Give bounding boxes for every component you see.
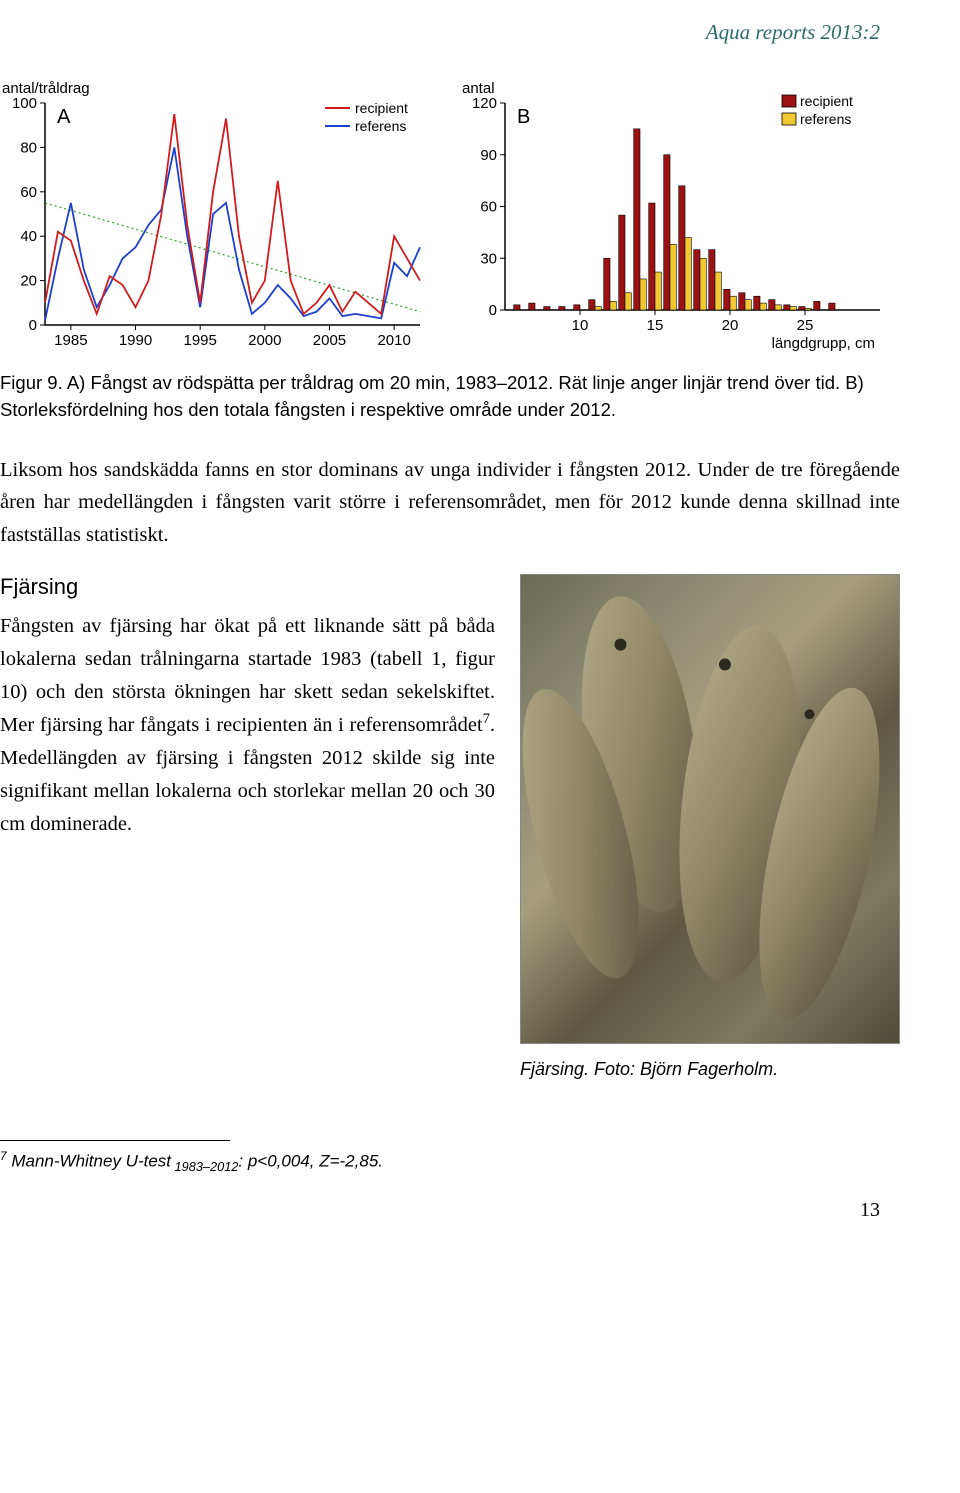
svg-text:längdgrupp, cm: längdgrupp, cm xyxy=(772,335,875,352)
svg-text:60: 60 xyxy=(20,184,37,201)
svg-text:referens: referens xyxy=(800,111,851,127)
svg-text:0: 0 xyxy=(29,317,37,334)
section-body-1: Fångsten av fjärsing har ökat på ett lik… xyxy=(0,615,495,736)
report-header: Aqua reports 2013:2 xyxy=(0,20,900,45)
footnote-rest: : p<0,004, Z=-2,85. xyxy=(238,1152,383,1171)
footnote-sub: 1983–2012 xyxy=(171,1159,238,1174)
chart-a: 0 20 40 60 80 100 1985 1990 1995 2000 2005 2010 anta… xyxy=(0,75,440,355)
svg-text:40: 40 xyxy=(20,228,37,245)
svg-text:10: 10 xyxy=(572,317,589,334)
svg-text:20: 20 xyxy=(722,317,739,334)
fish-photo xyxy=(520,574,900,1044)
page-number: 13 xyxy=(0,1199,900,1222)
svg-text:90: 90 xyxy=(480,147,497,164)
svg-text:100: 100 xyxy=(12,95,37,112)
svg-text:15: 15 xyxy=(647,317,664,334)
fish-shapes-svg xyxy=(521,575,899,1043)
footnote-num: 7 xyxy=(0,1149,7,1163)
chart-b: 0 30 60 90 120 10 15 20 25 antal längdgrupp, cm Bre… xyxy=(460,75,900,355)
caption-text: A) Fångst av rödspätta per tråldrag om 2… xyxy=(0,372,864,420)
svg-text:1990: 1990 xyxy=(119,332,152,349)
svg-text:2005: 2005 xyxy=(313,332,346,349)
svg-text:25: 25 xyxy=(797,317,814,334)
svg-text:B: B xyxy=(517,106,530,128)
svg-text:120: 120 xyxy=(472,95,497,112)
footnote-label: Mann-Whitney U-test xyxy=(7,1152,171,1171)
svg-text:20: 20 xyxy=(20,273,37,290)
section-heading: Fjärsing xyxy=(0,574,495,600)
paragraph-1: Liksom hos sandskädda fanns en stor domi… xyxy=(0,454,900,552)
charts-row: 020406080100198519901995200020052010anta… xyxy=(0,75,900,355)
chart-b-svg: 0 30 60 90 120 10 15 20 25 antal längdgrupp, cm Bre… xyxy=(460,75,890,355)
svg-text:60: 60 xyxy=(480,199,497,216)
svg-text:1995: 1995 xyxy=(183,332,216,349)
footnote-ref: 7 xyxy=(483,711,490,727)
figure-caption: Figur 9. A) Fångst av rödspätta per trål… xyxy=(0,370,880,424)
svg-text:80: 80 xyxy=(20,139,37,156)
footnote: 7 Mann-Whitney U-test 1983–2012: p<0,004… xyxy=(0,1149,900,1174)
photo-caption: Fjärsing. Foto: Björn Fagerholm. xyxy=(520,1059,900,1080)
caption-prefix: Figur 9. xyxy=(0,372,63,393)
svg-text:2010: 2010 xyxy=(377,332,410,349)
body-text-block-1: Liksom hos sandskädda fanns en stor domi… xyxy=(0,454,900,552)
svg-text:antal/tråldrag: antal/tråldrag xyxy=(2,80,90,97)
svg-text:1985: 1985 xyxy=(54,332,87,349)
fjarsing-section: Fjärsing Fångsten av fjärsing har ökat p… xyxy=(0,574,900,1080)
svg-text:30: 30 xyxy=(480,250,497,267)
svg-text:A: A xyxy=(57,106,71,128)
svg-text:2000: 2000 xyxy=(248,332,281,349)
chart-a-svg: 0 20 40 60 80 100 1985 1990 1995 2000 2005 2010 anta… xyxy=(0,75,430,355)
svg-text:recipient: recipient xyxy=(800,93,853,109)
svg-text:0: 0 xyxy=(489,302,497,319)
svg-text:antal: antal xyxy=(462,80,495,97)
svg-text:referens: referens xyxy=(355,118,406,134)
svg-text:recipient: recipient xyxy=(355,100,408,116)
section-paragraph: Fångsten av fjärsing har ökat på ett lik… xyxy=(0,610,495,840)
footnote-separator xyxy=(0,1140,230,1141)
